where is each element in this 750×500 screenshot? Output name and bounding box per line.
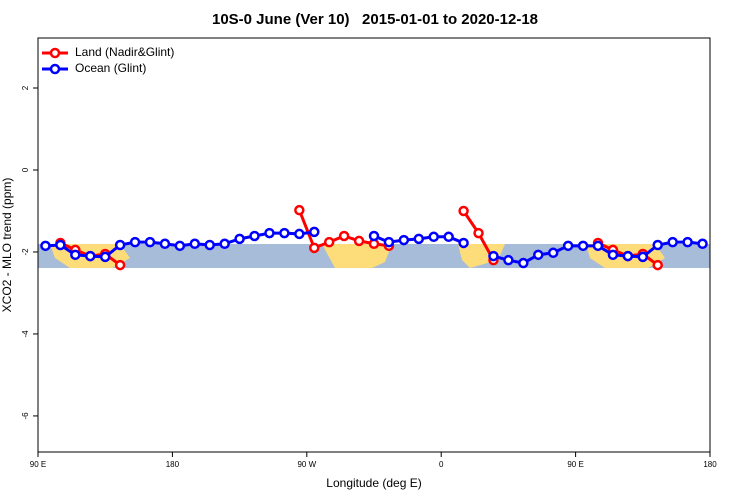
data-point [279,227,290,239]
data-point [219,238,230,250]
data-point [398,234,410,246]
data-point [473,227,484,239]
land-patch [458,244,505,268]
legend-label: Land (Nadir&Glint) [75,45,174,59]
data-point [458,237,469,249]
data-point [682,236,693,248]
legend: Land (Nadir&Glint) Ocean (Glint) [42,45,174,75]
data-point [338,230,350,242]
data-point [353,235,365,247]
data-point [249,230,260,242]
data-point [443,231,454,243]
y-tick-label: 2 [21,85,30,90]
data-point [114,239,126,251]
data-point [622,250,634,262]
legend-marker [49,63,61,75]
data-point [607,249,619,261]
chart-title: 10S-0 June (Ver 10) 2015-01-01 to 2020-1… [212,11,538,28]
data-point [174,240,186,252]
legend-marker [49,47,61,59]
x-tick-label: 90 W [297,460,316,469]
data-point [503,254,514,266]
data-point [85,250,96,262]
data-point [697,238,708,250]
data-point [55,239,66,251]
data-point [129,236,141,248]
x-tick-label: 180 [703,460,717,469]
data-point [592,240,604,252]
data-point [144,236,156,248]
data-point [264,227,275,239]
data-point [323,236,335,248]
data-point [577,240,589,252]
land-patch [322,244,392,268]
data-point [204,239,215,251]
data-point [40,240,51,252]
data-point [562,240,574,252]
data-point [533,249,544,261]
data-point [234,233,245,245]
data-point [189,238,201,250]
data-point [458,205,469,217]
plot-frame [37,37,711,453]
data-point [309,226,320,238]
data-point [114,259,126,271]
data-point [652,259,663,271]
data-point [413,233,425,245]
data-point [652,239,663,251]
data-point [99,251,111,263]
legend-label: Ocean (Glint) [75,61,146,75]
data-point [368,230,380,242]
x-tick-label: 90 E [30,460,46,469]
data-point [294,204,305,216]
data-point [547,247,559,259]
data-point [383,236,395,248]
y-tick-label: -4 [21,330,30,338]
data-point [70,249,81,261]
data-point [428,231,439,243]
data-point [488,250,499,262]
x-tick-label: 180 [166,460,180,469]
y-axis-label: XCO2 - MLO trend (ppm) [0,178,14,313]
y-tick-label: -6 [21,412,30,420]
data-point [309,242,320,254]
x-tick-label: 90 E [567,460,583,469]
data-point [637,251,649,263]
x-axis-label: Longitude (deg E) [326,476,421,490]
x-tick-label: 0 [439,460,444,469]
data-point [159,238,171,250]
y-tick-label: 0 [21,167,30,172]
y-tick-label: -2 [21,248,30,256]
data-point [518,257,529,269]
data-point [294,228,305,240]
data-point [667,236,678,248]
